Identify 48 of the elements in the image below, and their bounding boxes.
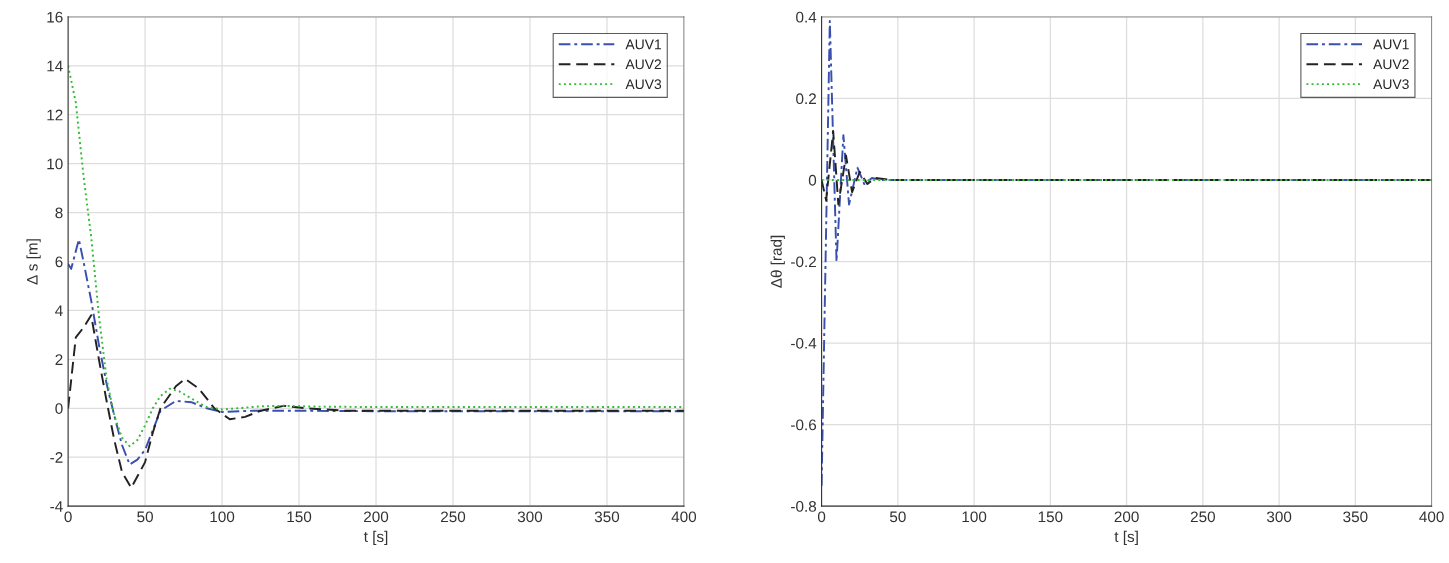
y-tick-label: 14: [47, 60, 63, 72]
y-tick-label: 4: [55, 305, 63, 316]
x-tick-label: 100: [962, 511, 987, 523]
x-tick-label: 0: [64, 511, 72, 523]
x-tick-label: 200: [1114, 511, 1139, 523]
y-tick-label: -4: [50, 501, 63, 512]
x-tick-label: 150: [287, 511, 312, 523]
y-tick-label: 2: [55, 354, 63, 365]
legend-label: AUV3: [625, 79, 662, 90]
x-tick-label: 50: [889, 511, 906, 523]
x-tick-label: 250: [1190, 511, 1215, 523]
y-tick-label: 8: [55, 207, 63, 219]
x-tick-label: 150: [1038, 511, 1063, 523]
y-tick-label: -0.4: [791, 337, 817, 349]
legend-label: AUV2: [1373, 59, 1409, 70]
x-tick-label: 250: [441, 511, 466, 523]
x-tick-label: 300: [517, 511, 543, 523]
y-tick-label: 16: [47, 11, 63, 23]
x-tick-label: 100: [210, 511, 235, 523]
legend-label: AUV2: [625, 59, 662, 70]
y-tick-label: 0: [808, 174, 817, 186]
x-axis-title: t [s]: [363, 530, 388, 546]
line-series: [68, 314, 684, 489]
x-tick-label: 350: [1343, 511, 1368, 523]
x-tick-label: 200: [364, 511, 389, 523]
x-tick-label: 350: [594, 511, 620, 523]
x-tick-label: 400: [1419, 511, 1444, 523]
legend-label: AUV1: [625, 39, 662, 50]
y-tick-label: -0.2: [791, 256, 816, 268]
x-tick-label: 400: [671, 511, 697, 523]
y-tick-label: 0.4: [796, 11, 817, 23]
y-tick-label: 10: [47, 158, 63, 170]
line-series: [821, 130, 1432, 206]
y-tick-label: -0.8: [791, 501, 817, 512]
y-tick-label: 0: [55, 403, 63, 414]
x-tick-label: 50: [137, 511, 153, 523]
y-tick-label: -0.6: [791, 419, 817, 431]
legend-label: AUV1: [1373, 39, 1409, 50]
y-tick-label: -2: [50, 452, 63, 463]
y-axis-title: Δ s [m]: [26, 239, 41, 285]
y-axis-title: Δθ [rad]: [770, 235, 785, 288]
legend-label: AUV3: [1373, 79, 1409, 90]
y-tick-label: 6: [55, 256, 63, 268]
x-tick-label: 0: [817, 511, 826, 523]
x-axis-title: t [s]: [1114, 530, 1138, 546]
y-tick-label: 0.2: [796, 93, 816, 105]
y-tick-label: 12: [47, 109, 63, 121]
x-tick-label: 300: [1266, 511, 1292, 523]
